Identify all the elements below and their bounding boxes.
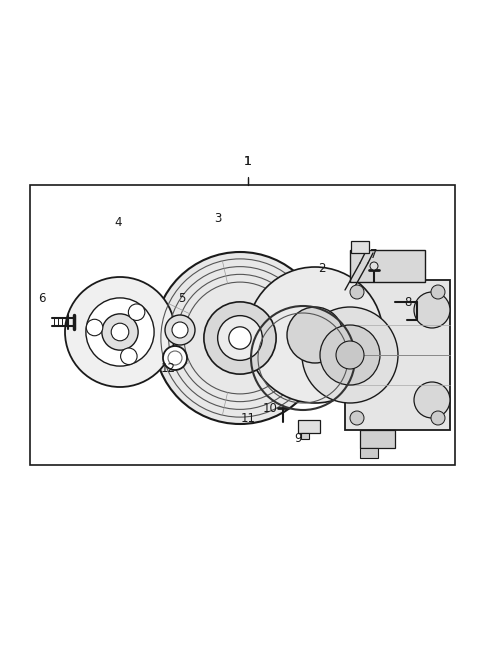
Circle shape — [86, 298, 154, 366]
Circle shape — [431, 285, 445, 299]
Text: 1: 1 — [244, 155, 252, 168]
Circle shape — [336, 341, 364, 369]
Bar — [351, 241, 369, 253]
Circle shape — [102, 314, 138, 350]
Text: 5: 5 — [178, 291, 186, 304]
Text: 11: 11 — [240, 411, 255, 424]
Text: 3: 3 — [214, 211, 222, 224]
Circle shape — [204, 302, 276, 374]
Circle shape — [247, 267, 383, 403]
Circle shape — [350, 411, 364, 425]
Circle shape — [431, 411, 445, 425]
Circle shape — [370, 262, 378, 270]
Circle shape — [172, 322, 188, 338]
Circle shape — [163, 346, 187, 370]
Circle shape — [65, 277, 175, 387]
Bar — [345, 280, 450, 430]
Text: 1: 1 — [244, 155, 252, 168]
Circle shape — [165, 315, 195, 345]
Text: 7: 7 — [370, 249, 378, 262]
Bar — [30, 185, 455, 465]
Circle shape — [350, 285, 364, 299]
Circle shape — [287, 307, 343, 363]
Text: 8: 8 — [404, 295, 412, 308]
Circle shape — [302, 307, 398, 403]
Text: 4: 4 — [114, 216, 122, 228]
Circle shape — [86, 319, 103, 336]
Circle shape — [414, 382, 450, 418]
Text: 10: 10 — [263, 401, 277, 415]
Text: 12: 12 — [160, 361, 176, 375]
Circle shape — [111, 323, 129, 341]
Text: 6: 6 — [38, 291, 46, 304]
Circle shape — [120, 348, 137, 365]
Bar — [350, 250, 425, 282]
Circle shape — [168, 351, 182, 365]
Circle shape — [414, 292, 450, 328]
Circle shape — [320, 325, 380, 385]
Text: 2: 2 — [318, 262, 326, 274]
Text: 9: 9 — [294, 432, 302, 445]
Bar — [298, 420, 320, 433]
Circle shape — [217, 316, 263, 360]
Circle shape — [154, 252, 326, 424]
Bar — [301, 433, 309, 439]
Circle shape — [229, 327, 251, 349]
Circle shape — [128, 304, 145, 320]
Bar — [360, 430, 395, 448]
Bar — [360, 448, 378, 458]
